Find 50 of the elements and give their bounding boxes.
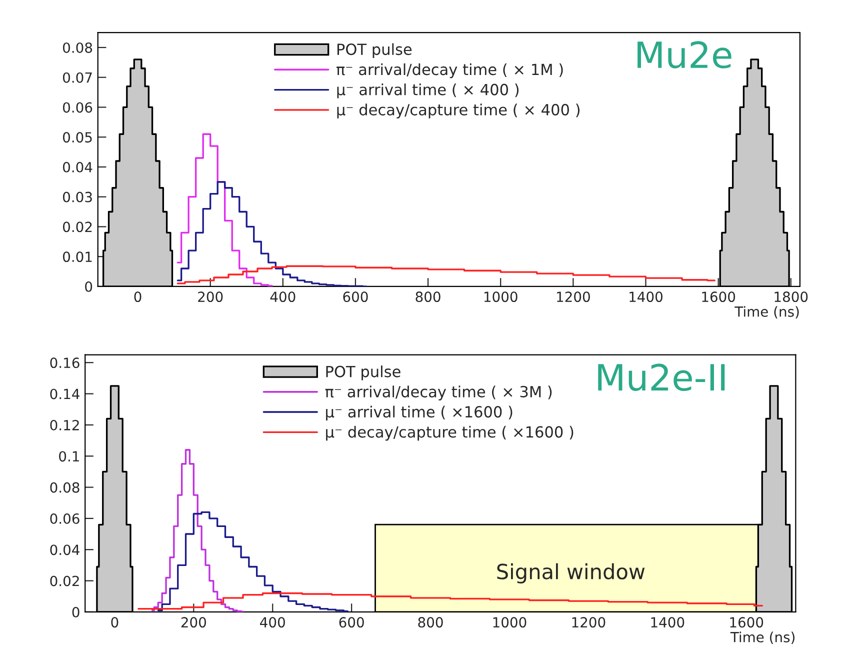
x-tick-label: 400 [270,292,296,302]
x-tick-label: 0 [111,617,118,628]
y-tick-label: 0.02 [62,222,92,232]
y-tick-label: 0.03 [62,192,92,202]
x-tick-label: 1000 [484,292,518,302]
x-tick-label: 600 [343,292,368,302]
annotation: Mu2e-II [598,364,725,391]
x-tick-label: 600 [339,617,364,628]
x-tick-label: 1400 [630,292,662,302]
legend-label: μ⁻ arrival time ( × 400 ) [337,84,519,98]
y-tick-label: 0.04 [50,544,80,556]
x-tick-label: 200 [181,617,206,628]
x-tick-label: 1600 [730,617,764,628]
x-tick-label: 200 [198,292,223,302]
legend-label: μ⁻ arrival time ( ×1600 ) [326,406,512,421]
y-tick-label: 0.05 [62,132,92,143]
y-tick-label: 0.12 [50,420,79,430]
y-tick-label: 0.16 [50,358,80,368]
x-tick-label: 1200 [557,292,590,302]
y-tick-label: 0 [85,281,92,292]
y-tick-label: 0.14 [50,388,80,400]
x-tick-label: 1000 [493,617,526,628]
y-tick-label: 0 [72,606,80,618]
legend-label: POT pulse [326,365,400,380]
x-tick-label: 400 [260,617,285,628]
x-tick-label: 1400 [651,617,684,628]
x-tick-label: 1200 [572,617,606,628]
legend-label: π⁻ arrival/decay time ( × 1M ) [336,63,563,78]
y-tick-label: 0.01 [62,252,92,262]
x-tick-label: 1600 [702,292,736,302]
y-tick-label: 0.08 [50,482,80,493]
y-tick-label: 0.07 [62,72,92,83]
x-axis-title: Time (ns) [734,306,799,319]
y-tick-label: 0.1 [59,451,79,462]
x-tick-label: 1800 [774,292,808,302]
x-tick-label: 800 [418,617,443,628]
legend-label: π⁻ arrival/decay time ( × 3M ) [325,386,552,400]
band-label: Signal window [497,563,645,584]
legend-label: μ⁻ decay/capture time ( × 400 ) [337,104,580,118]
legend-label: POT pulse [337,43,412,58]
y-tick-label: 0.08 [62,42,92,53]
x-tick-label: 800 [416,292,440,302]
y-tick-label: 0.02 [50,576,79,586]
x-axis-title: Time (ns) [730,632,794,644]
x-tick-label: 0 [134,292,142,302]
annotation: Mu2e [638,41,732,68]
y-tick-label: 0.04 [62,162,92,172]
y-tick-label: 0.06 [62,102,92,113]
legend-label: μ⁻ decay/capture time ( ×1600 ) [326,426,574,441]
y-tick-label: 0.06 [50,513,80,524]
